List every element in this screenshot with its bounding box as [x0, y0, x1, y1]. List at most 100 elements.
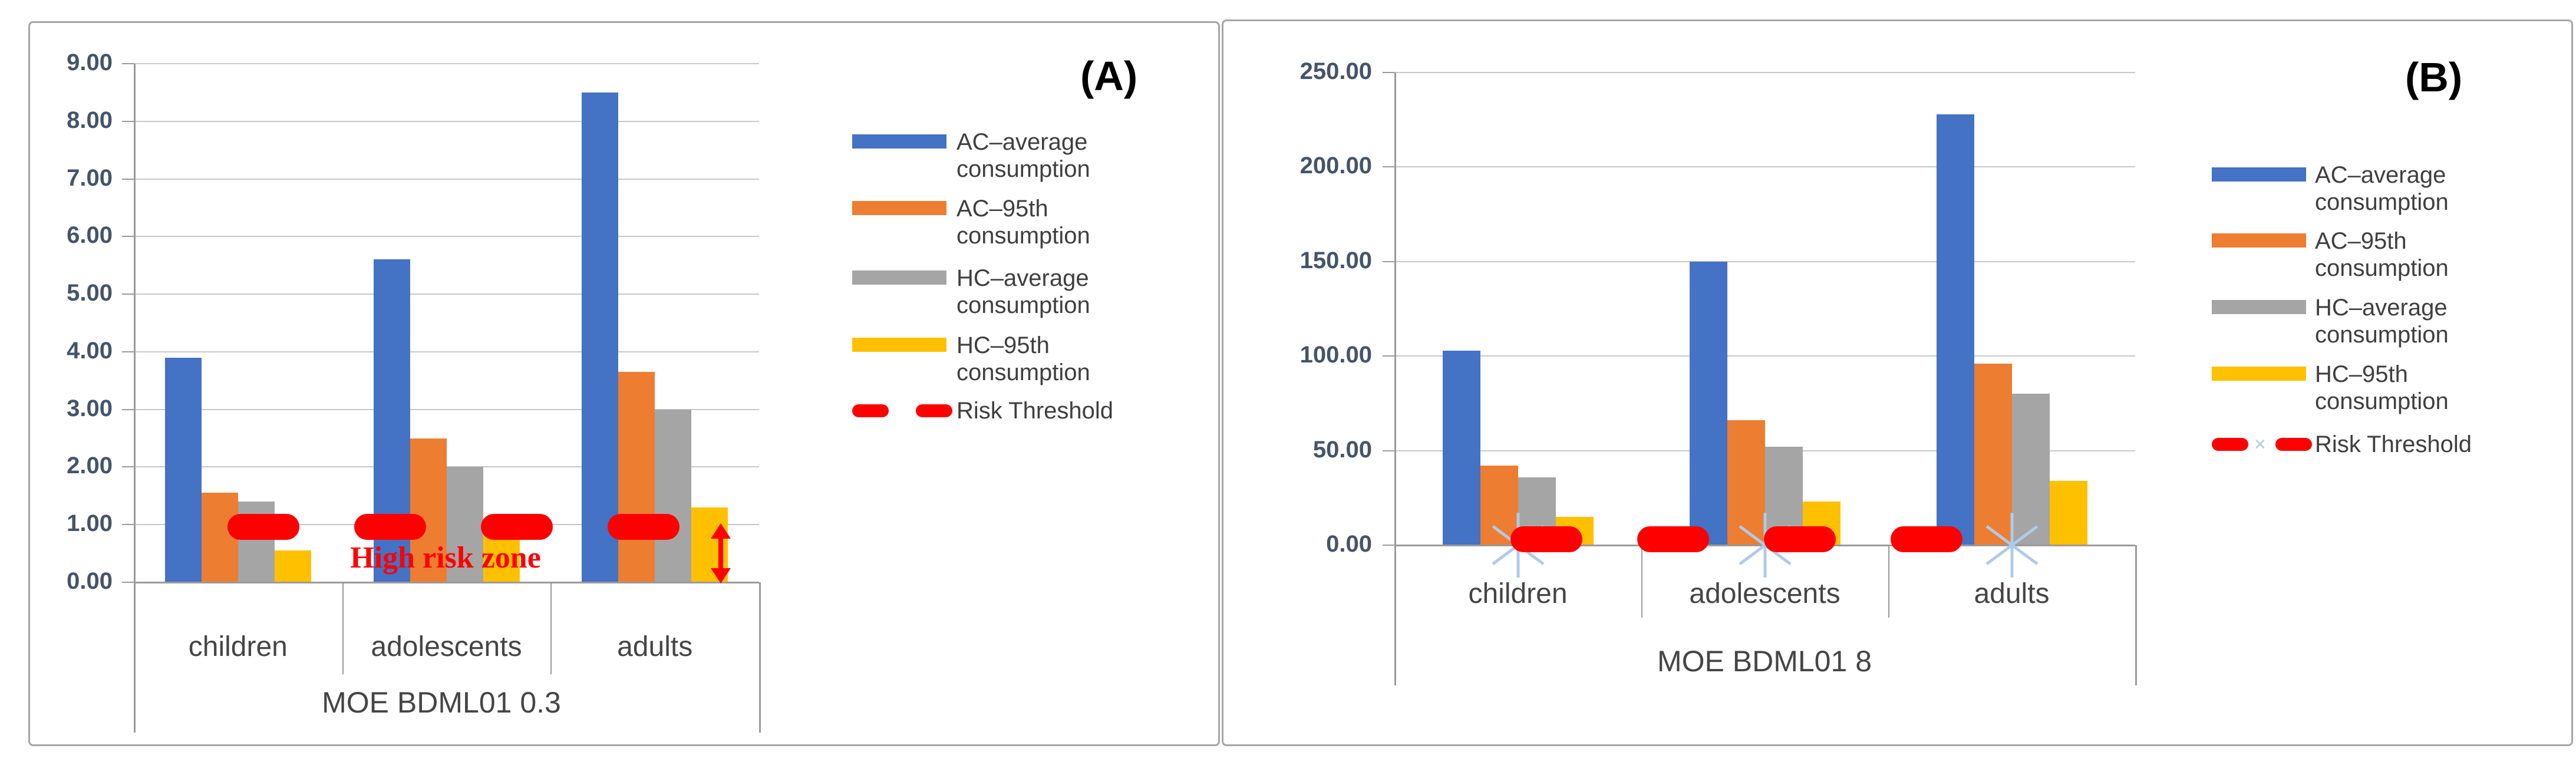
gridline — [134, 236, 759, 238]
chart-panel-a: (A) MOE BDML01 0.3 High risk zone 9.00 8.… — [28, 21, 1220, 746]
x-axis-category-label: children — [188, 631, 288, 662]
y-axis-tick-label: 9.00 — [67, 50, 113, 75]
legend-label: HC–average consumption — [2315, 295, 2449, 348]
y-axis-tick-mark — [1383, 545, 1394, 546]
y-axis-tick-mark — [122, 466, 134, 468]
x-axis-title-b: MOE BDML01 8 — [1657, 645, 1872, 678]
risk-threshold-dash — [608, 514, 680, 540]
risk-threshold-dash-icon — [2212, 438, 2248, 451]
x-axis-category-label: adults — [1974, 578, 2050, 609]
bar-children-series-1 — [164, 357, 202, 582]
bar-adolescents-series-2 — [1727, 420, 1765, 545]
y-axis-line — [1394, 72, 1396, 685]
y-axis-line — [134, 64, 136, 733]
y-axis-tick-mark — [122, 63, 134, 64]
x-axis-category-label: adults — [617, 631, 693, 662]
y-axis-tick-label: 2.00 — [67, 453, 113, 479]
y-axis-tick-label: 8.00 — [67, 107, 113, 133]
bar-children-series-4 — [274, 550, 311, 582]
category-separator-line — [1888, 545, 1889, 618]
axis-box-right-line — [759, 582, 761, 733]
y-axis-tick-label: 5.00 — [67, 280, 113, 306]
bar-adults-series-2 — [1974, 364, 2012, 545]
category-separator-line — [550, 582, 552, 674]
bar-adults-series-4 — [2049, 480, 2087, 545]
legend-swatch — [852, 134, 946, 149]
gridline — [134, 120, 759, 122]
x-axis-title-a: MOE BDML01 0.3 — [322, 686, 561, 719]
bar-children-series-2 — [201, 493, 238, 582]
y-axis-tick-mark — [122, 351, 134, 352]
y-axis-tick-label: 4.00 — [67, 337, 113, 364]
x-axis-category-label: adolescents — [371, 631, 522, 662]
y-axis-tick-mark — [122, 236, 134, 238]
bar-adolescents-series-1 — [1689, 261, 1727, 545]
bar-adults-series-1 — [1936, 114, 1974, 545]
y-axis-tick-label: 7.00 — [67, 164, 113, 191]
legend-swatch — [852, 271, 946, 285]
legend-label: AC–95th consumption — [956, 196, 1090, 249]
arrow-down-icon — [711, 568, 731, 583]
gridline — [1394, 260, 2135, 262]
legend-swatch — [2212, 167, 2306, 182]
risk-threshold-dash-icon — [852, 404, 889, 417]
y-axis-tick-label: 0.00 — [67, 568, 113, 594]
risk-threshold-dash — [1510, 526, 1582, 552]
y-axis-tick-label: 50.00 — [1312, 436, 1372, 463]
risk-threshold-dash — [1764, 526, 1836, 552]
x-axis-category-label: adolescents — [1689, 578, 1841, 609]
y-axis-tick-label: 150.00 — [1299, 247, 1372, 273]
bar-adults-series-3 — [655, 409, 692, 582]
y-axis-tick-label: 0.00 — [1326, 531, 1372, 557]
x-axis-line — [134, 582, 759, 583]
gridline — [134, 293, 759, 295]
high-risk-zone-arrow — [707, 523, 735, 583]
y-axis-tick-label: 3.00 — [67, 395, 113, 421]
legend-label: HC–95th consumption — [956, 332, 1090, 385]
gridline — [1394, 355, 2135, 357]
risk-threshold-dash-icon — [916, 404, 952, 417]
gridline — [134, 178, 759, 180]
panel-label-a: (A) — [1080, 53, 1138, 99]
gridline — [134, 351, 759, 352]
y-axis-tick-mark — [1383, 166, 1394, 168]
bar-adults-series-2 — [618, 372, 655, 582]
chart-panel-b: (B) MOE BDML01 8 250.00 200.00 150.00 100.0… — [1222, 19, 2573, 746]
bar-adults-series-1 — [582, 92, 619, 582]
y-axis-tick-label: 200.00 — [1299, 153, 1372, 179]
legend-swatch — [852, 201, 946, 215]
legend-label: HC–95th consumption — [2315, 361, 2449, 414]
risk-threshold-dash — [354, 514, 426, 540]
high-risk-zone-label: High risk zone — [350, 541, 541, 575]
y-axis-tick-mark — [1383, 355, 1394, 357]
legend-label: Risk Threshold — [956, 398, 1114, 424]
legend-label: AC–average consumption — [956, 129, 1090, 182]
y-axis-tick-mark — [1383, 450, 1394, 451]
risk-threshold-dash — [1637, 526, 1709, 552]
legend-swatch — [2212, 233, 2306, 248]
risk-threshold-dash — [481, 514, 553, 540]
y-axis-tick-label: 250.00 — [1299, 58, 1372, 84]
legend-label: AC–95th consumption — [2315, 228, 2449, 281]
gridline — [1394, 72, 2135, 73]
legend-swatch — [852, 338, 946, 352]
bar-adults-series-3 — [2011, 394, 2050, 545]
y-axis-tick-mark — [122, 408, 134, 410]
legend-swatch — [2212, 367, 2306, 381]
category-separator-line — [1641, 545, 1642, 618]
threshold-x-marker — [1980, 513, 2044, 581]
bar-adolescents-series-3 — [446, 467, 483, 582]
bar-adolescents-series-2 — [410, 438, 447, 582]
y-axis-tick-mark — [1383, 260, 1394, 262]
y-axis-tick-label: 1.00 — [67, 510, 113, 537]
arrow-shaft — [718, 532, 723, 575]
y-axis-tick-label: 6.00 — [67, 222, 113, 249]
y-axis-tick-mark — [1383, 72, 1394, 73]
gridline — [134, 63, 759, 64]
risk-threshold-dash — [1891, 526, 1962, 552]
category-separator-line — [342, 582, 344, 674]
y-axis-tick-mark — [122, 524, 134, 526]
bar-children-series-1 — [1442, 350, 1480, 545]
legend-label: Risk Threshold — [2315, 431, 2472, 457]
